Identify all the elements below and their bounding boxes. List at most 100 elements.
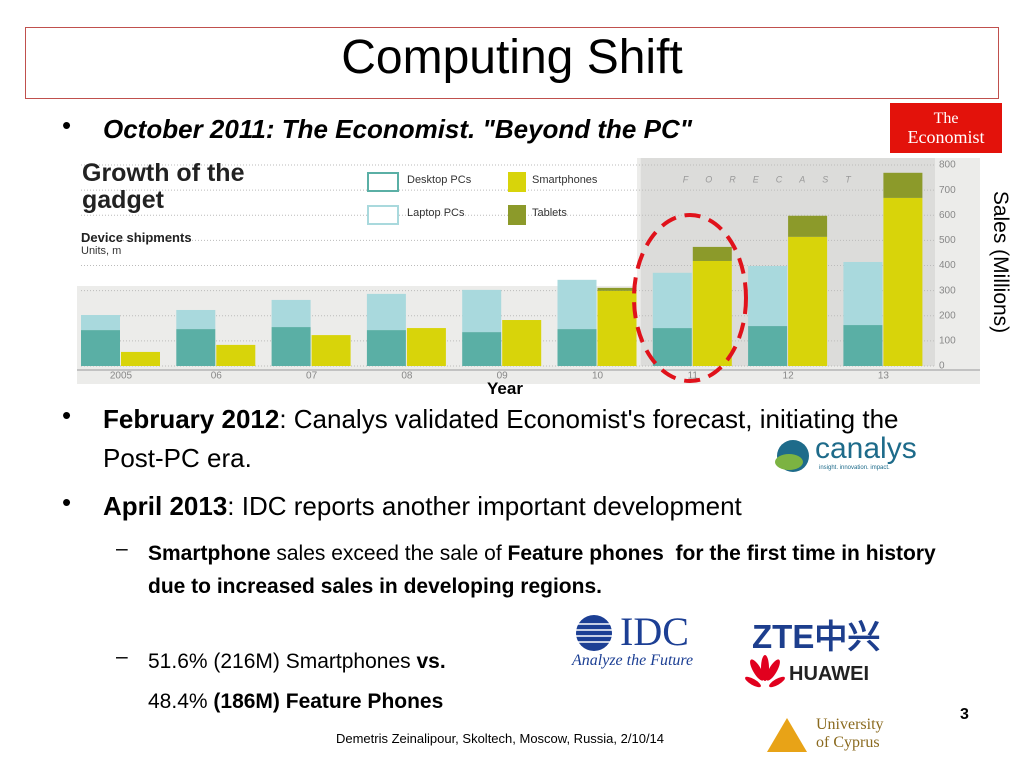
- bar-segment: [883, 197, 923, 366]
- bar-segment: [462, 332, 502, 366]
- logo-text: of Cyprus: [816, 734, 880, 751]
- bar-segment: [788, 236, 828, 366]
- text-run: : Canalys validated Economist's forecast…: [103, 404, 906, 473]
- bar-segment: [883, 172, 923, 198]
- bar-segment: [271, 299, 311, 328]
- bullet-text: April 2013: IDC reports another importan…: [103, 487, 1003, 526]
- legend-swatch: [367, 205, 399, 225]
- huawei-flower: [745, 655, 785, 688]
- chart-subtitle: Device shipments: [81, 230, 192, 245]
- x-tick-label: 09: [497, 371, 509, 382]
- bullet-dot: •: [62, 110, 72, 140]
- bar-segment: [652, 272, 692, 329]
- bar-segment: [121, 351, 160, 366]
- dashed-ellipse: [632, 213, 748, 383]
- huawei-logo: HUAWEI: [745, 652, 870, 692]
- x-axis-label: Year: [487, 379, 523, 398]
- x-tick-label: 07: [306, 371, 318, 382]
- legend-swatch: [508, 172, 526, 192]
- chart-title: Growth of the gadget: [82, 159, 245, 214]
- sub-bullet-text: 48.4% (186M) Feature Phones: [148, 685, 960, 718]
- bar-segment: [597, 290, 637, 366]
- bar-segment: [366, 330, 406, 366]
- bar-segment: [176, 329, 216, 366]
- logo-text: The: [933, 110, 959, 127]
- bullet-dot: •: [62, 400, 72, 430]
- y-tick-label: 600: [939, 210, 956, 221]
- legend-swatch: [367, 172, 399, 192]
- text-run: February 2012: [103, 404, 280, 434]
- bar-segment: [843, 261, 883, 326]
- globe-land: [775, 454, 803, 470]
- y-tick-label: 400: [939, 260, 956, 271]
- text-run: 51.6% (216M) Smartphones: [148, 650, 417, 673]
- chart-units: Units, m: [81, 245, 122, 257]
- bullet-dot: •: [62, 487, 72, 517]
- bar-segment: [311, 335, 351, 366]
- x-tick-label: 11: [688, 371, 699, 382]
- y-tick-label: 200: [939, 310, 956, 321]
- text-run: 48.4%: [148, 690, 214, 713]
- text-run: Smartphone: [148, 542, 271, 565]
- ucy-logo: University of Cyprus: [762, 714, 897, 756]
- ucy-emblem: [767, 718, 807, 752]
- text-run: Feature phones for the first time in his…: [148, 542, 942, 598]
- logo-text: Economist: [907, 127, 985, 147]
- zte-logo: ZTE中兴: [752, 618, 881, 655]
- bar-segment: [692, 260, 732, 366]
- x-tick-label: 06: [211, 371, 223, 382]
- annotation: FORECAST: [683, 174, 868, 184]
- bar-segment: [557, 279, 597, 330]
- text-run: vs.: [416, 650, 446, 673]
- bar-segment: [597, 287, 637, 291]
- sub-bullet-text: 51.6% (216M) Smartphones vs.: [148, 645, 960, 678]
- bar-segment: [81, 330, 120, 366]
- bar-segment: [176, 309, 216, 330]
- logo-text: HUAWEI: [789, 663, 869, 685]
- text-run: : IDC reports another important developm…: [227, 491, 742, 521]
- y-tick-label: 800: [939, 160, 956, 171]
- bullet-text: October 2011: The Economist. "Beyond the…: [103, 110, 1003, 149]
- bar-segment: [652, 328, 692, 366]
- y-tick-label: 300: [939, 285, 956, 296]
- y-axis-label: Sales (Millions): [989, 190, 1012, 334]
- bar-segment: [462, 289, 502, 333]
- legend-label: Laptop PCs: [407, 207, 465, 219]
- highlight-ellipse: [632, 213, 748, 383]
- bar-segment: [406, 328, 446, 366]
- idc-logo: IDC Analyze the Future: [572, 609, 720, 670]
- legend-swatch: [508, 205, 526, 225]
- bar-segment: [843, 325, 883, 366]
- x-tick-label: 12: [783, 371, 795, 382]
- text-run: (186M) Feature Phones: [213, 690, 444, 713]
- text-run: sales exceed the sale of: [270, 542, 508, 565]
- logo-text: canalys: [815, 432, 917, 465]
- canalys-logo: canalys insight. innovation. impact.: [775, 432, 935, 476]
- logo-text: University: [816, 716, 884, 733]
- y-tick-label: 100: [939, 336, 956, 347]
- y-tick-label: 0: [939, 361, 945, 372]
- emblem: [767, 718, 807, 752]
- logo-text: Analyze the Future: [572, 652, 694, 669]
- bar-segment: [81, 314, 120, 331]
- y-tick-label: 500: [939, 235, 956, 246]
- header-background: [77, 158, 637, 286]
- bar-segment: [748, 266, 788, 327]
- bar-segment: [748, 326, 788, 366]
- idc-globe: [574, 615, 614, 651]
- bar-segment: [692, 246, 732, 261]
- logo-text: insight. innovation. impact.: [819, 465, 890, 471]
- legend-label: Tablets: [532, 207, 567, 219]
- x-tick-label: 13: [878, 371, 890, 382]
- legend-label: Smartphones: [532, 174, 598, 186]
- bar-segment: [557, 329, 597, 366]
- x-tick-label: 10: [592, 371, 604, 382]
- page-number: 3: [960, 706, 969, 723]
- footer: Demetris Zeinalipour, Skoltech, Moscow, …: [335, 731, 665, 746]
- y-tick-label: 700: [939, 185, 956, 196]
- x-tick-label: 08: [401, 371, 413, 382]
- text-run: October 2011: The Economist. "Beyond the…: [103, 114, 693, 144]
- slide-title: Computing Shift: [341, 31, 683, 84]
- bullet-text: February 2012: Canalys validated Economi…: [103, 400, 963, 478]
